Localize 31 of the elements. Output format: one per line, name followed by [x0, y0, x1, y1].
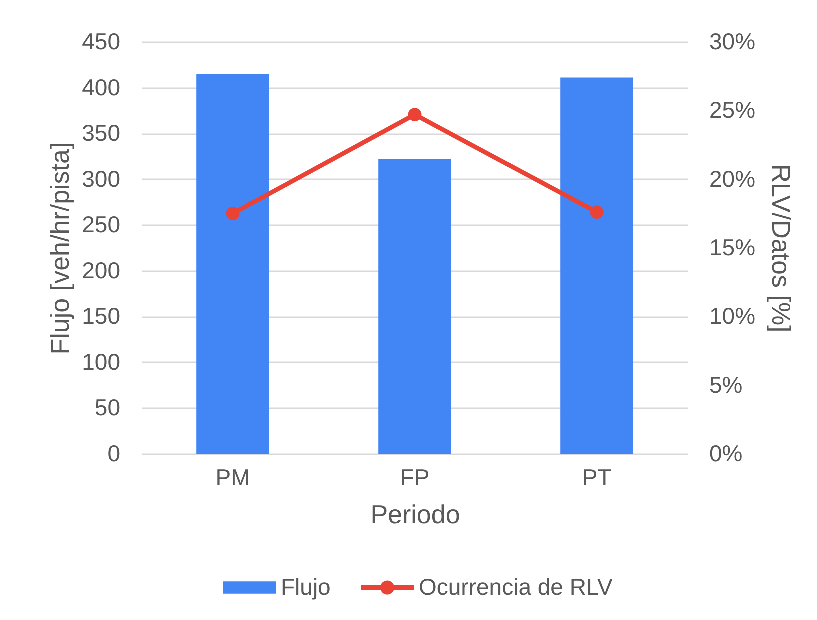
y-tick-label: 100 — [82, 348, 120, 375]
y2-tick-label: 20% — [710, 166, 756, 192]
y-tick-label: 350 — [82, 120, 120, 146]
y-tick-label: 0 — [108, 440, 120, 466]
y2-tick-label: 10% — [710, 303, 756, 330]
point — [226, 206, 240, 220]
y-tick-label: 450 — [82, 28, 120, 54]
bar — [378, 159, 452, 454]
point — [408, 108, 422, 122]
y2-tick-label: 25% — [710, 97, 756, 124]
x-tick-label: FP — [400, 464, 430, 490]
y-tick-label: 150 — [82, 303, 120, 330]
legend-label: Flujo — [281, 574, 331, 600]
bar — [560, 78, 634, 454]
point — [590, 206, 604, 219]
bar — [196, 74, 270, 454]
y-tick-label: 300 — [82, 166, 120, 192]
y-tick-label: 50 — [94, 394, 120, 421]
x-axis-title: Periodo — [370, 500, 460, 530]
y-tick-label: 400 — [82, 74, 120, 100]
y-axis-title: Flujo [veh/hr/pista] — [45, 142, 76, 355]
y2-tick-label: 5% — [710, 372, 743, 398]
legend-label: Ocurrencia de RLV — [419, 574, 614, 600]
y2-axis-title: RLV/Datos [%] — [766, 164, 797, 333]
y2-tick-label: 30% — [710, 28, 756, 54]
y2-tick-label: 0% — [710, 440, 743, 466]
y-tick-label: 250 — [82, 212, 120, 238]
x-tick-label: PT — [582, 464, 612, 490]
x-tick-label: PM — [216, 464, 250, 490]
y-tick-label: 200 — [82, 257, 120, 284]
y2-tick-label: 15% — [710, 234, 756, 260]
